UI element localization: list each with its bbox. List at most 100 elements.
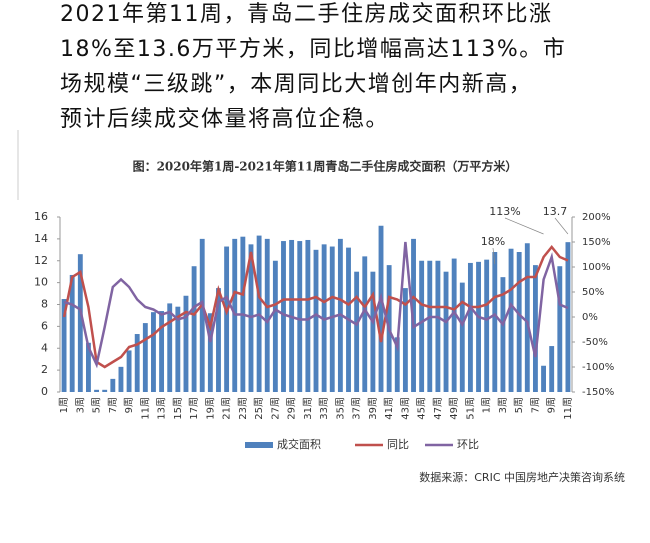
bar xyxy=(362,256,368,392)
article-line: 预计后续成交体量将高位企稳。 xyxy=(60,107,390,132)
bar xyxy=(516,252,522,392)
x-tick-label: 23周 xyxy=(237,397,249,420)
bar xyxy=(86,342,91,392)
bar xyxy=(61,299,67,392)
y-tick-label: 2 xyxy=(41,363,48,376)
y2-tick-label: -100% xyxy=(582,362,614,373)
x-tick-label: 35周 xyxy=(334,397,346,420)
bar xyxy=(281,241,286,392)
article-line: 场规模“三级跳”，本周同比大增创年内新高， xyxy=(60,72,533,97)
bar xyxy=(476,261,481,392)
bar xyxy=(378,225,384,392)
bar xyxy=(402,288,408,392)
bar xyxy=(191,266,197,392)
y2-tick-label: -50% xyxy=(582,337,608,348)
legend-swatch xyxy=(245,442,273,448)
bar xyxy=(541,365,546,392)
x-tick-label: 5周 xyxy=(91,397,103,413)
x-tick-label: 13周 xyxy=(156,397,168,420)
bar xyxy=(427,260,433,392)
x-tick-label: 15周 xyxy=(172,397,184,420)
x-tick-label: 3周 xyxy=(497,397,509,413)
y-tick-label: 16 xyxy=(34,210,48,223)
bar xyxy=(370,271,376,392)
bar xyxy=(167,303,173,392)
y2-tick-label: 200% xyxy=(582,212,611,223)
x-tick-label: 11周 xyxy=(562,397,574,420)
x-tick-label: 37周 xyxy=(351,397,363,420)
x-tick-label: 21周 xyxy=(221,397,233,420)
bar xyxy=(77,254,83,392)
bar xyxy=(175,306,181,392)
bar xyxy=(118,366,124,392)
bar xyxy=(110,378,116,392)
y-tick-label: 14 xyxy=(34,232,48,245)
annotation: 18% xyxy=(481,235,505,248)
y-tick-label: 0 xyxy=(41,385,48,398)
y2-tick-label: 50% xyxy=(582,287,604,298)
bar xyxy=(264,238,270,392)
x-tick-label: 39周 xyxy=(367,397,379,420)
x-tick-label: 49周 xyxy=(448,397,460,420)
annotation-leader xyxy=(554,217,569,235)
bar xyxy=(459,282,465,392)
bar xyxy=(532,265,538,392)
annotation-leader xyxy=(504,217,544,235)
chart-title: 图：2020年第1周-2021年第11周青岛二手住房成交面积（万平方米） xyxy=(133,159,518,174)
bar xyxy=(159,311,165,392)
legend-label: 成交面积 xyxy=(277,437,321,451)
y2-tick-label: -150% xyxy=(582,387,614,398)
x-tick-label: 7周 xyxy=(107,397,119,413)
x-tick-label: 5周 xyxy=(513,397,525,413)
bar xyxy=(467,262,473,392)
y2-tick-label: 150% xyxy=(582,237,611,248)
bar xyxy=(354,271,360,392)
bar xyxy=(69,274,75,392)
x-tick-label: 51周 xyxy=(464,397,476,420)
bar xyxy=(142,323,148,392)
bar xyxy=(272,260,278,392)
source: 数据来源：CRIC 中国房地产决策咨询系统 xyxy=(419,470,625,484)
legend-label: 同比 xyxy=(387,438,409,451)
bar xyxy=(508,248,514,392)
annotation: 13.7 xyxy=(543,205,568,218)
bar xyxy=(199,238,205,392)
line-series xyxy=(63,241,569,369)
bar xyxy=(297,241,303,392)
article-line: 18%至13.6万平方米，同比增幅高达113%。市 xyxy=(60,37,567,62)
bar xyxy=(329,246,335,392)
bar xyxy=(435,260,441,392)
x-tick-label: 29周 xyxy=(286,397,298,420)
x-tick-label: 19周 xyxy=(204,397,216,420)
annotation-leader xyxy=(492,247,496,265)
bar xyxy=(565,242,571,392)
x-tick-label: 25周 xyxy=(253,397,265,420)
bar xyxy=(126,350,132,392)
bar xyxy=(549,346,555,392)
bar xyxy=(207,313,213,392)
bar xyxy=(500,277,506,392)
x-tick-label: 1周 xyxy=(481,397,493,413)
x-tick-label: 33周 xyxy=(318,397,330,420)
bar xyxy=(394,337,400,392)
x-tick-label: 41周 xyxy=(383,397,395,420)
y-tick-label: 12 xyxy=(34,254,48,267)
x-tick-label: 9周 xyxy=(546,397,558,413)
bar xyxy=(224,246,230,392)
y-tick-label: 4 xyxy=(41,341,48,354)
bar xyxy=(216,288,221,392)
y2-tick-label: 100% xyxy=(582,262,611,273)
x-tick-label: 9周 xyxy=(123,397,135,413)
x-tick-label: 27周 xyxy=(269,397,281,420)
y-tick-label: 6 xyxy=(41,319,48,332)
legend-label: 环比 xyxy=(457,438,479,451)
annotation: 113% xyxy=(489,205,520,218)
bar xyxy=(134,334,140,392)
y2-tick-label: 0% xyxy=(582,312,598,323)
x-tick-label: 43周 xyxy=(399,397,411,420)
line-series xyxy=(62,245,569,369)
article-line: 2021年第11周，青岛二手住房成交面积环比涨 xyxy=(60,2,553,27)
x-tick-label: 3周 xyxy=(74,397,86,413)
